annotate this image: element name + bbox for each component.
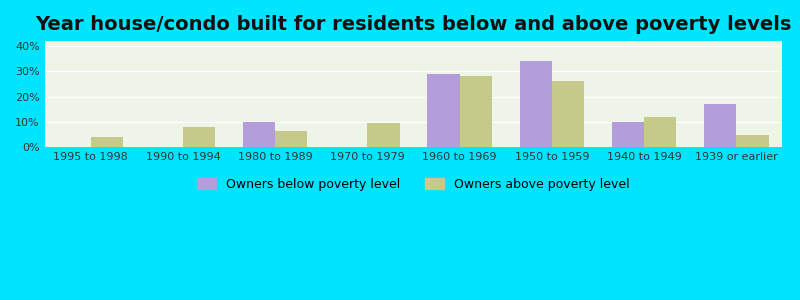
Bar: [427, 74, 460, 147]
Bar: [460, 76, 492, 147]
Bar: [704, 104, 736, 147]
Bar: [644, 117, 676, 147]
Bar: [275, 131, 307, 147]
Bar: [519, 61, 552, 147]
Bar: [552, 82, 584, 147]
Bar: [243, 122, 275, 147]
Title: Year house/condo built for residents below and above poverty levels: Year house/condo built for residents bel…: [35, 15, 792, 34]
Bar: [367, 123, 400, 147]
Bar: [90, 137, 123, 147]
Bar: [736, 134, 769, 147]
Bar: [612, 122, 644, 147]
Legend: Owners below poverty level, Owners above poverty level: Owners below poverty level, Owners above…: [192, 173, 634, 196]
Bar: [183, 127, 215, 147]
